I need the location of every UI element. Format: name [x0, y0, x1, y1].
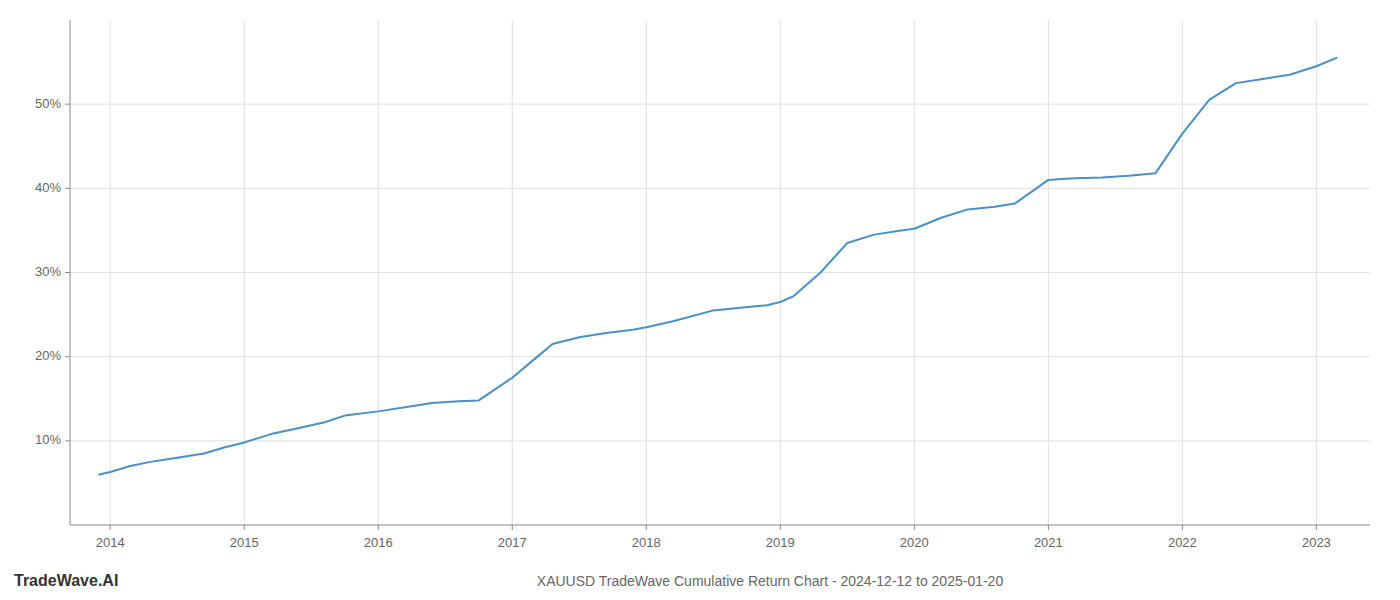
grid-line-y [70, 440, 1370, 441]
grid-line-x [378, 20, 379, 525]
tick-label-x: 2018 [632, 535, 661, 550]
grid-line-x [646, 20, 647, 525]
tick-label-y: 20% [35, 348, 61, 363]
tick-x [914, 525, 915, 530]
tick-y [65, 104, 70, 105]
grid-line-y [70, 104, 1370, 105]
tick-x [1316, 525, 1317, 530]
tick-x [110, 525, 111, 530]
tick-y [65, 356, 70, 357]
tick-label-x: 2016 [364, 535, 393, 550]
tick-label-x: 2020 [900, 535, 929, 550]
tick-label-y: 30% [35, 264, 61, 279]
grid-line-x [1182, 20, 1183, 525]
tick-label-x: 2019 [766, 535, 795, 550]
grid-line-y [70, 188, 1370, 189]
tick-x [512, 525, 513, 530]
tick-label-x: 2023 [1302, 535, 1331, 550]
watermark: TradeWave.AI [14, 572, 118, 589]
tick-label-x: 2022 [1168, 535, 1197, 550]
tick-x [378, 525, 379, 530]
grid-line-y [70, 356, 1370, 357]
tick-x [244, 525, 245, 530]
grid-line-y [70, 272, 1370, 273]
tick-label-x: 2017 [498, 535, 527, 550]
grid-line-x [780, 20, 781, 525]
grid-line-x [1048, 20, 1049, 525]
tick-x [780, 525, 781, 530]
grid-line-x [244, 20, 245, 525]
tick-label-y: 50% [35, 96, 61, 111]
tick-label-x: 2015 [230, 535, 259, 550]
tick-label-x: 2021 [1034, 535, 1063, 550]
background [0, 0, 1400, 600]
tick-y [65, 440, 70, 441]
grid-line-x [914, 20, 915, 525]
grid [70, 20, 1370, 525]
tick-x [646, 525, 647, 530]
chart: 10% 20% 30% 40% 50% 2014 2015 2016 2017 2018 2019 2… [0, 0, 1400, 600]
tick-label-y: 10% [35, 432, 61, 447]
tick-label-y: 40% [35, 180, 61, 195]
plot-area [99, 58, 1336, 475]
line [99, 58, 1336, 475]
axis-y [70, 20, 71, 525]
axis-x [70, 525, 1370, 526]
tick-x [1048, 525, 1049, 530]
grid-line-x [512, 20, 513, 525]
tick-y [65, 272, 70, 273]
axes: 10% 20% 30% 40% 50% 2014 2015 2016 2017 2018 2019 2… [35, 20, 1370, 550]
tick-label-x: 2014 [96, 535, 125, 550]
grid-line-x [110, 20, 111, 525]
tick-x [1182, 525, 1183, 530]
grid-line-x [1316, 20, 1317, 525]
title: XAUUSD TradeWave Cumulative Return Chart… [537, 573, 1004, 589]
tick-y [65, 188, 70, 189]
